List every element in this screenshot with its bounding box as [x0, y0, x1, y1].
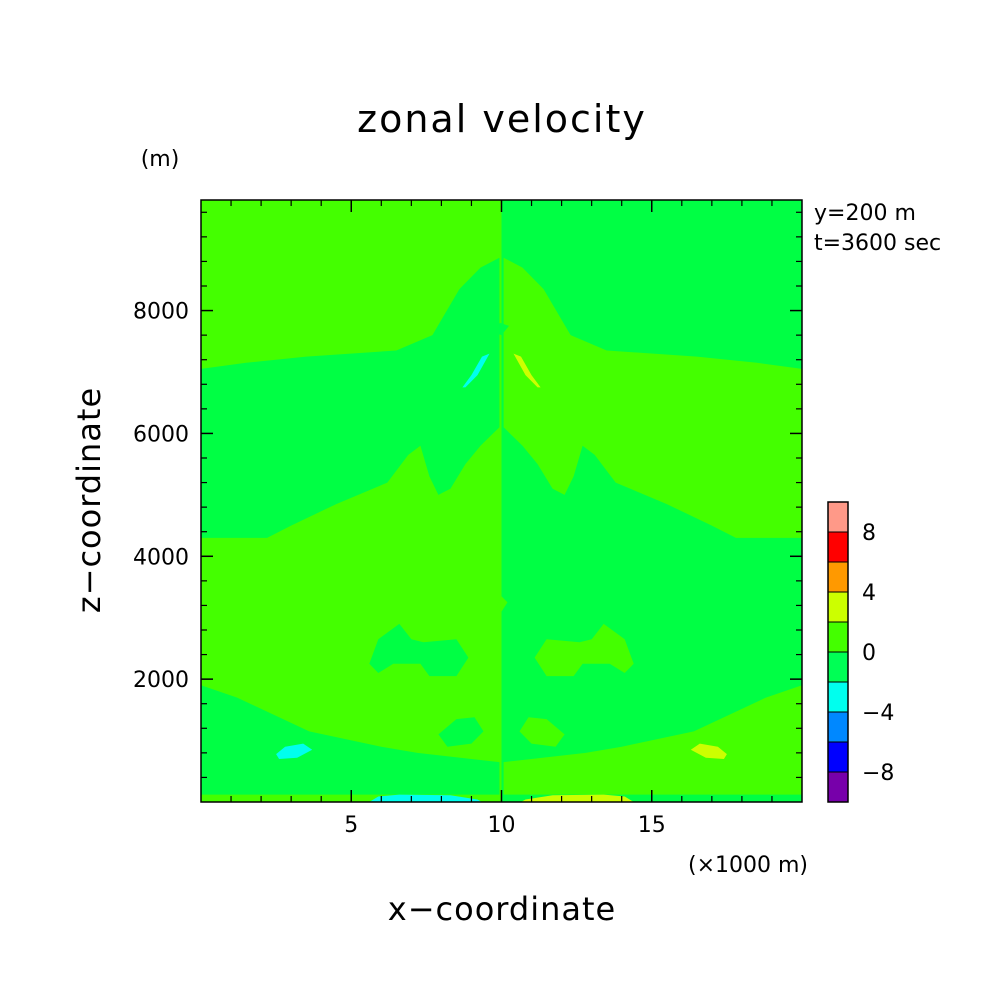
x-axis-title: x−coordinate	[388, 890, 616, 928]
region-lower-right-band	[503, 685, 802, 795]
region-lower-left-band	[201, 685, 500, 795]
region-center-speck-lower	[495, 596, 508, 612]
chart-title: zonal velocity	[357, 97, 647, 141]
x-tick-label: 5	[344, 813, 358, 838]
x-unit-label: (×1000 m)	[688, 853, 808, 878]
y-axis-title: z−coordinate	[70, 387, 108, 613]
region-low-left-blob	[438, 717, 484, 747]
axes: 5 10 15 2000 4000 6000 8000	[133, 199, 803, 838]
plot-area	[201, 200, 802, 802]
region-cyan-lower	[276, 743, 313, 759]
region-yellow-bottom	[521, 794, 634, 802]
colorbar-swatch	[827, 501, 849, 533]
region-upper-left-band	[201, 257, 500, 538]
region-mid-left-blob	[369, 623, 469, 677]
colorbar-swatch	[827, 561, 849, 593]
colorbar-swatch	[827, 531, 849, 563]
region-upper-right-band	[503, 257, 802, 538]
colorbar-swatch	[827, 741, 849, 773]
colorbar: −8 −4 0 4 8	[827, 501, 894, 803]
colorbar-swatch	[827, 711, 849, 743]
y-tick-label: 4000	[133, 545, 189, 570]
annotation-t: t=3600 sec	[814, 231, 941, 256]
region-cyan-bottom	[369, 794, 482, 802]
y-tick-label: 2000	[133, 668, 189, 693]
colorbar-swatch	[827, 771, 849, 803]
y-tick-label: 8000	[133, 300, 189, 325]
colorbar-tick-label: −8	[862, 761, 894, 786]
colorbar-tick-label: −4	[862, 701, 894, 726]
colorbar-swatch	[827, 681, 849, 713]
colorbar-swatch	[827, 591, 849, 623]
x-tick-label: 15	[638, 813, 666, 838]
region-center-speck-upper	[492, 322, 509, 336]
colorbar-tick-label: 0	[862, 641, 876, 666]
x-tick-label: 10	[488, 813, 516, 838]
region-yellow-lower	[690, 743, 727, 759]
y-tick-label: 6000	[133, 422, 189, 447]
annotation-y: y=200 m	[814, 201, 916, 226]
region-low-right-blob	[519, 717, 565, 747]
y-unit-label: (m)	[141, 147, 180, 172]
region-mid-right-blob	[534, 623, 634, 677]
colorbar-frame	[827, 501, 849, 803]
region-cyan-upper	[462, 353, 490, 388]
colorbar-tick-label: 8	[862, 521, 876, 546]
colorbar-tick-label: 4	[862, 581, 876, 606]
region-yellow-upper	[513, 353, 541, 388]
colorbar-swatch	[827, 621, 849, 653]
colorbar-swatch	[827, 651, 849, 683]
